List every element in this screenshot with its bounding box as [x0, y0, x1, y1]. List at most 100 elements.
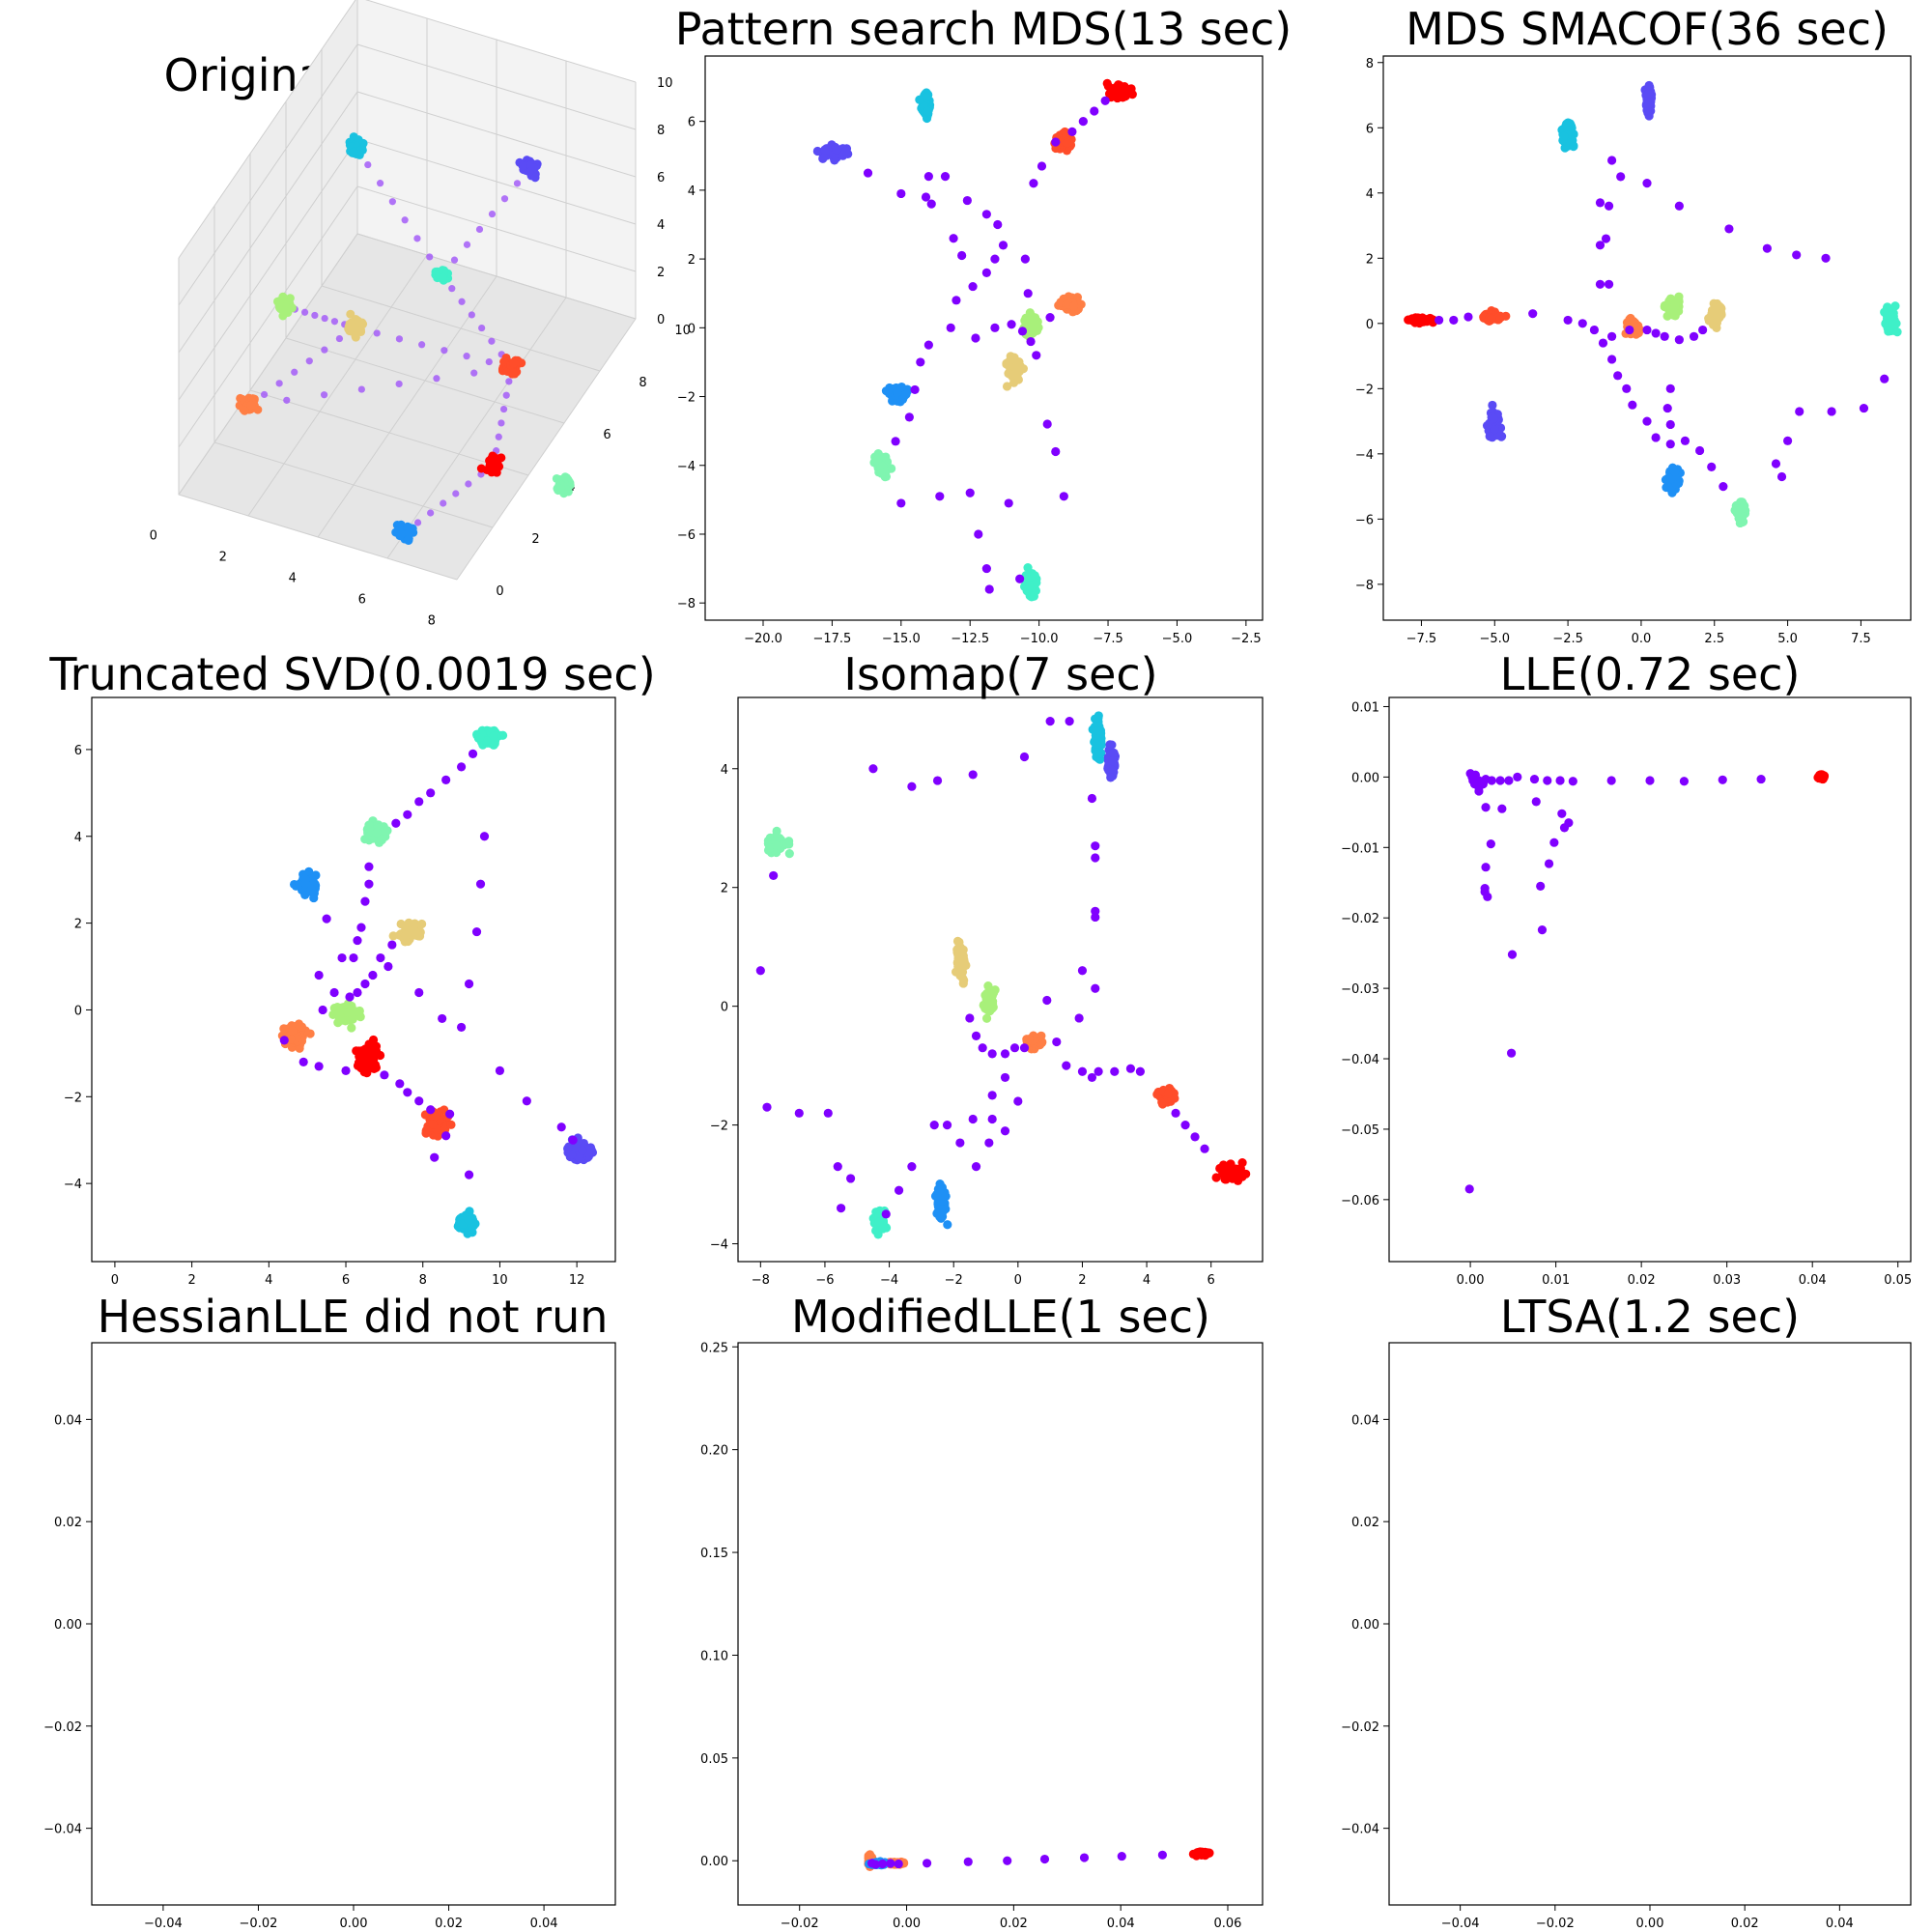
data-point: [916, 357, 925, 367]
x-tick-label: −10.0: [1020, 632, 1059, 646]
data-point: [955, 1138, 965, 1148]
plot-frame: [704, 55, 1264, 621]
data-point: [321, 314, 328, 323]
data-point: [1679, 777, 1690, 786]
cluster-point: [1092, 739, 1101, 749]
data-point: [1776, 471, 1787, 482]
data-point: [1531, 797, 1541, 807]
y-tick-label: 0.04: [1351, 1413, 1379, 1428]
x-tick-label: 8: [419, 1273, 427, 1288]
data-point: [987, 1091, 997, 1100]
cluster-point: [246, 401, 256, 411]
y-tick-label: 0: [74, 1004, 82, 1018]
data-point: [475, 879, 486, 889]
x-tick-label: −4: [880, 1273, 898, 1288]
cluster-point: [1634, 325, 1645, 335]
cluster-point: [556, 484, 566, 494]
x-tick-label: 0.02: [1731, 1917, 1759, 1931]
data-point: [1689, 331, 1699, 341]
cluster-point: [887, 464, 896, 473]
x-tick-label: 4: [265, 1273, 272, 1288]
cluster-point: [1108, 766, 1118, 776]
y-tick-label: −4: [64, 1178, 82, 1192]
data-point: [962, 195, 972, 206]
data-point: [260, 390, 269, 399]
data-point: [1015, 574, 1025, 583]
x-tick-label: 0.00: [340, 1917, 368, 1931]
data-point: [923, 172, 933, 182]
cluster-point: [872, 455, 882, 466]
data-point: [427, 509, 435, 517]
data-point: [1595, 241, 1605, 250]
data-point: [1180, 1121, 1190, 1130]
y-tick-label: −4: [710, 1238, 728, 1253]
cluster-point: [1715, 310, 1724, 321]
data-point: [870, 1860, 880, 1869]
cluster-point: [489, 731, 498, 741]
data-point: [1074, 1013, 1084, 1023]
cluster-point: [240, 406, 249, 415]
data-point: [1125, 1064, 1136, 1073]
data-point: [1000, 1049, 1010, 1059]
x-tick-label: 12: [569, 1273, 585, 1288]
data-point: [1135, 1066, 1146, 1076]
data-point: [1051, 446, 1061, 457]
data-point: [1003, 1856, 1012, 1865]
data-point: [957, 250, 967, 261]
cluster-point: [359, 1067, 369, 1077]
data-point: [1559, 823, 1570, 833]
cluster-point: [1644, 99, 1654, 109]
data-point: [1091, 912, 1100, 923]
cluster-point: [1737, 503, 1747, 514]
data-point: [376, 952, 385, 963]
y-tick-label: 8: [1366, 57, 1374, 71]
data-point: [433, 375, 440, 383]
data-point: [1087, 1072, 1097, 1083]
cluster-point: [1413, 313, 1423, 323]
data-point: [1045, 716, 1055, 726]
cluster-point: [981, 1013, 992, 1023]
data-point: [1486, 839, 1495, 849]
data-point: [978, 1043, 987, 1053]
cluster-point: [832, 145, 841, 155]
z-tick-label: 2: [657, 266, 665, 280]
cluster-point: [350, 323, 359, 332]
data-point: [1065, 716, 1074, 726]
panel-3: Truncated SVD(0.0019 sec) 0 2 4 6 8 10 12 −4 −2 0 2…: [48, 648, 655, 1288]
panel-2: MDS SMACOF(36 sec) −7.5 −5.0 −2.5 0.0 2.5 5.0 7…: [1355, 3, 1912, 646]
data-point: [965, 1013, 975, 1023]
data-point: [1577, 319, 1587, 328]
data-point: [1645, 776, 1655, 785]
data-point: [940, 172, 951, 182]
data-point: [305, 357, 313, 365]
cluster-point: [1817, 772, 1827, 781]
data-point: [1665, 419, 1675, 430]
y-tick-label: 0.01: [1351, 700, 1379, 715]
data-point: [1507, 950, 1518, 959]
data-point: [318, 1005, 327, 1015]
z-tick-label: 6: [657, 171, 665, 185]
data-point: [1017, 327, 1028, 336]
x-tick-label: 0.02: [1628, 1273, 1656, 1288]
data-point: [320, 391, 328, 399]
x-tick-label: −7.5: [1406, 632, 1437, 646]
grid-line: [178, 0, 637, 259]
cluster-point: [764, 843, 775, 853]
y-tick-label: 0.02: [1351, 1516, 1379, 1530]
x-tick-label: −0.04: [144, 1917, 183, 1931]
data-point: [1090, 106, 1099, 116]
data-point: [353, 935, 362, 946]
z-tick-label: 8: [657, 124, 665, 138]
cluster-point: [297, 1022, 307, 1032]
cluster-point: [1094, 749, 1103, 759]
data-point: [368, 970, 378, 980]
cluster-point: [1490, 425, 1499, 435]
data-point: [968, 770, 978, 780]
cluster-point: [1014, 357, 1024, 367]
cluster-point: [1062, 138, 1071, 148]
data-point: [1607, 331, 1617, 341]
cluster-point: [1170, 1094, 1179, 1103]
z-tick-label: 0: [657, 313, 665, 327]
y-tick-label: −0.05: [1341, 1123, 1379, 1138]
data-point: [1719, 481, 1728, 492]
